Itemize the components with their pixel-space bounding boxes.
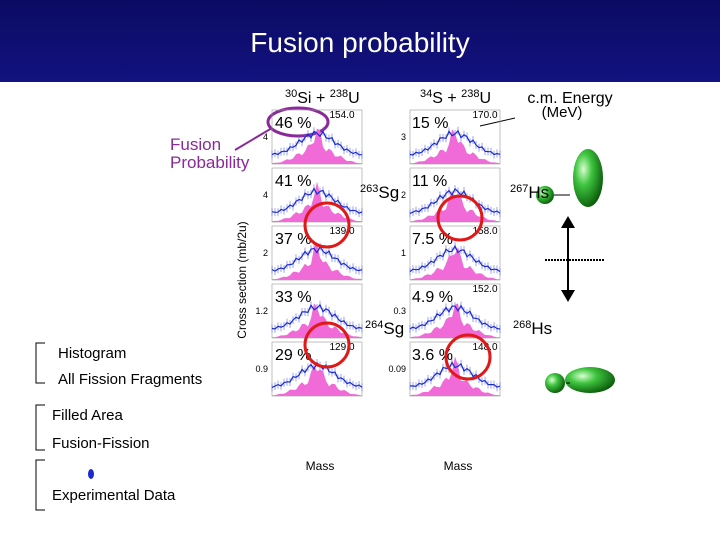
percent-label: 15 % xyxy=(412,115,448,132)
histogram-decoration xyxy=(409,244,501,273)
arrowhead xyxy=(561,216,575,228)
nucleus-symbol: Hs xyxy=(531,319,552,338)
tick-label: 2 xyxy=(401,190,406,200)
filled-area-decoration xyxy=(272,181,362,222)
energy-label: 154.0 xyxy=(329,110,354,121)
percent-label: 4.9 % xyxy=(412,289,453,306)
energy-label: 152.0 xyxy=(472,284,497,295)
histogram-decoration xyxy=(271,361,363,388)
legend-text: Histogram xyxy=(58,345,126,362)
header-bar xyxy=(0,0,720,82)
highlight-ellipse xyxy=(266,106,330,138)
energy-label: 158.0 xyxy=(472,226,497,237)
highlight-circle xyxy=(436,194,484,242)
tick-label: 0.3 xyxy=(393,306,406,316)
tick-label: 1.2 xyxy=(255,306,268,316)
highlight-circle xyxy=(303,321,351,369)
nucleus-label: 264Sg xyxy=(365,319,404,338)
fusion-prob-label: Fusion xyxy=(170,135,221,154)
energy-label: 148.0 xyxy=(472,342,497,353)
nucleus-label: 268Hs xyxy=(513,319,552,338)
nucleus-symbol: Sg xyxy=(378,183,399,202)
filled-area-decoration xyxy=(272,128,362,164)
histogram-decoration xyxy=(409,187,501,214)
tick-label: 4 xyxy=(263,132,268,142)
nucleus-label: 263Sg xyxy=(360,183,399,202)
filled-area-decoration xyxy=(272,303,362,338)
reaction-left: 30Si + 238U xyxy=(285,88,360,107)
legend-bracket xyxy=(35,342,45,384)
nucleus-mass: 263 xyxy=(360,183,378,195)
filled-area-decoration xyxy=(410,129,500,164)
energy-label: 170.0 xyxy=(472,110,497,121)
arrowhead xyxy=(561,290,575,302)
filled-area-decoration xyxy=(410,190,500,222)
legend-marker xyxy=(88,469,94,479)
x-axis-label: Mass xyxy=(306,459,335,473)
percent-label: 29 % xyxy=(275,347,311,364)
slide-title: Fusion probability xyxy=(250,27,469,58)
percent-label: 3.6 % xyxy=(412,347,453,364)
legend-bracket xyxy=(35,404,45,451)
nucleus-mass: 264 xyxy=(365,319,383,331)
legend-text: Experimental Data xyxy=(52,487,176,504)
percent-label: 46 % xyxy=(275,115,311,132)
energy-label: 139.0 xyxy=(329,226,354,237)
percent-label: 7.5 % xyxy=(412,231,453,248)
tick-label: 1 xyxy=(401,248,406,258)
percent-label: 37 % xyxy=(275,231,311,248)
tick-label: 0.09 xyxy=(388,364,406,374)
filled-area-decoration xyxy=(410,303,500,338)
legend-text: Filled Area xyxy=(52,407,124,424)
nucleus-icon xyxy=(545,373,565,393)
filled-area-decoration xyxy=(272,364,362,396)
panels: 46 % 154.0 4 15 % 170.0 3 41 % 4 11 % 2 37 % 139.0 2… xyxy=(255,109,552,397)
fusion-prob-label: Probability xyxy=(170,153,250,172)
histogram-decoration xyxy=(271,130,363,156)
filled-area-decoration xyxy=(272,241,362,280)
histogram-decoration xyxy=(409,304,501,330)
tick-label: 3 xyxy=(401,132,406,142)
highlight-circle xyxy=(444,333,492,381)
energy-label: 129.0 xyxy=(329,342,354,353)
reaction-right: 34S + 238U xyxy=(420,88,491,107)
histogram-decoration xyxy=(409,129,501,156)
histogram-decoration xyxy=(271,187,363,214)
histogram-decoration xyxy=(271,245,363,272)
tick-label: 0.9 xyxy=(255,364,268,374)
nucleus-icon xyxy=(565,367,615,393)
nucleus-symbol: Sg xyxy=(383,319,404,338)
y-axis-label: Cross section (mb/2u) xyxy=(235,221,249,338)
nucleus-label: 267Hs xyxy=(510,183,549,202)
filled-area-decoration xyxy=(410,247,500,280)
tick-label: 4 xyxy=(263,190,268,200)
energy-unit: (MeV) xyxy=(542,104,583,121)
nucleus-symbol: Hs xyxy=(528,183,549,202)
x-axis-label: Mass xyxy=(444,459,473,473)
highlight-circle xyxy=(303,201,351,249)
legend-text: Fusion-Fission xyxy=(52,435,150,452)
legend-bracket xyxy=(35,459,45,511)
legend-text: All Fission Fragments xyxy=(58,371,202,388)
nucleus-icon xyxy=(536,186,554,204)
tick-label: 2 xyxy=(263,248,268,258)
histogram-decoration xyxy=(409,360,501,388)
nucleus-mass: 268 xyxy=(513,319,531,331)
percent-label: 41 % xyxy=(275,173,311,190)
fusion-pointer xyxy=(234,127,273,151)
percent-label: 11 % xyxy=(412,173,447,190)
energy-pointer xyxy=(479,117,516,127)
nucleus-icon xyxy=(573,149,603,207)
percent-label: 33 % xyxy=(275,289,311,306)
nucleus-mass: 267 xyxy=(510,183,528,195)
histogram-decoration xyxy=(271,303,363,330)
energy-label: c.m. Energy xyxy=(527,90,612,107)
